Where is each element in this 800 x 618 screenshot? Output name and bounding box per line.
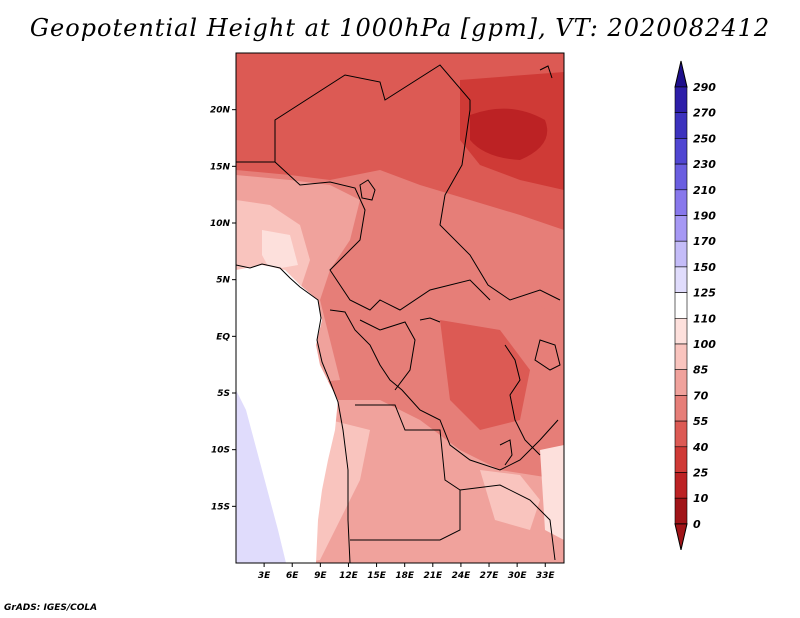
colorbar-segment [674, 112, 688, 139]
lon-tick-label: 33E [536, 571, 556, 581]
lon-tick-label: 9E [314, 571, 327, 581]
border-ne [539, 65, 553, 79]
map-title: Geopotential Height at 1000hPa [gpm], VT… [29, 14, 771, 42]
colorbar-label: 70 [693, 389, 709, 402]
colorbar-segment [674, 292, 688, 319]
colorbar-segment [674, 189, 688, 216]
lat-tick-label: EQ [216, 332, 230, 342]
colorbar-segment [674, 215, 688, 242]
lake-victoria [534, 339, 561, 371]
lon-tick-label: 6E [286, 571, 299, 581]
longitude-axis: 3E 6E 9E 12E 15E 18E 21E 24E 27E 30E 33E [258, 563, 556, 581]
colorbar-segment [674, 497, 688, 525]
field-east-40 [440, 320, 530, 430]
colorbar: 2902702502302101901701501251101008570554… [674, 60, 716, 551]
lat-tick-label: 20N [210, 106, 231, 116]
colorbar-label: 150 [693, 261, 716, 274]
lon-tick-label: 12E [339, 571, 359, 581]
colorbar-segment [674, 138, 688, 165]
grads-credit: GrADS: IGES/COLA [4, 603, 98, 613]
border-central [274, 161, 491, 311]
colorbar-label: 25 [693, 467, 709, 480]
lat-tick-label: 5N [216, 276, 230, 286]
field-band-100-north [262, 230, 298, 270]
lat-tick-label: 10N [210, 219, 231, 229]
colorbar-top-arrow [674, 60, 688, 88]
lat-tick-label: 15S [211, 502, 230, 512]
colorbar-segment [674, 86, 688, 114]
latitude-axis: 20N 15N 10N 5N EQ 5S 10S 15S [210, 106, 236, 512]
field-band-10 [470, 108, 548, 160]
colorbar-label: 250 [693, 132, 716, 145]
coastline-west [236, 263, 351, 563]
lon-tick-label: 24E [452, 571, 472, 581]
colorbar-segment [674, 343, 688, 371]
border-lakes [504, 344, 541, 456]
colorbar-label: 125 [693, 287, 716, 300]
lake-chad [359, 179, 376, 201]
ocean-125 [236, 390, 286, 563]
lat-tick-label: 10S [211, 446, 230, 456]
lon-tick-label: 27E [480, 571, 500, 581]
lake-small-2 [499, 439, 513, 466]
lake-small-1 [419, 317, 441, 323]
colorbar-label: 170 [693, 235, 716, 248]
colorbar-segment [674, 472, 688, 499]
border-congo [329, 309, 559, 471]
border-north [236, 64, 561, 301]
lon-tick-label: 3E [258, 571, 271, 581]
colorbar-segment [674, 420, 688, 448]
colorbar-label: 110 [693, 312, 716, 325]
colorbar-label: 230 [693, 158, 716, 171]
colorbar-segment [674, 369, 688, 396]
colorbar-label: 40 [692, 441, 709, 454]
colorbar-label: 0 [693, 518, 701, 531]
map-field [236, 53, 564, 563]
colorbar-label: 10 [693, 492, 709, 505]
lon-tick-label: 30E [508, 571, 528, 581]
map-frame [235, 52, 565, 564]
colorbar-bottom-arrow [674, 523, 688, 551]
lon-tick-label: 21E [423, 571, 443, 581]
colorbar-label: 100 [693, 338, 716, 351]
border-gabon [359, 319, 416, 391]
lon-tick-label: 15E [367, 571, 387, 581]
colorbar-label: 210 [693, 184, 716, 197]
colorbar-segment [674, 163, 688, 191]
colorbar-segment [674, 446, 688, 473]
colorbar-segment [674, 395, 688, 422]
colorbar-label: 85 [693, 364, 709, 377]
lon-tick-label: 18E [395, 571, 415, 581]
colorbar-label: 270 [693, 107, 716, 120]
colorbar-label: 55 [693, 415, 709, 428]
borders [236, 64, 561, 563]
lat-tick-label: 15N [210, 162, 231, 172]
border-zambia [459, 484, 556, 561]
field-south-east-85 [480, 470, 540, 530]
colorbar-segment [674, 317, 688, 345]
colorbar-label: 290 [693, 81, 716, 94]
colorbar-segment [674, 266, 688, 293]
lat-tick-label: 5S [217, 389, 230, 399]
colorbar-label: 190 [693, 210, 716, 223]
colorbar-segment [674, 240, 688, 268]
